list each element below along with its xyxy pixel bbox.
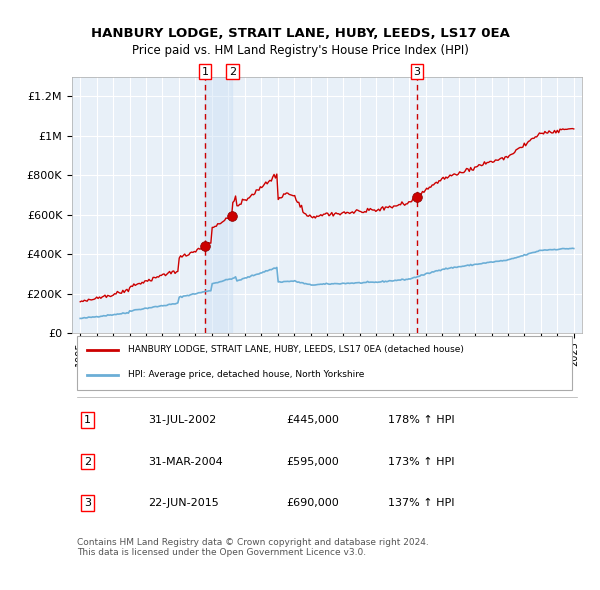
Text: 2: 2 xyxy=(229,67,236,77)
Text: 31-MAR-2004: 31-MAR-2004 xyxy=(149,457,223,467)
Text: HANBURY LODGE, STRAIT LANE, HUBY, LEEDS, LS17 0EA (detached house): HANBURY LODGE, STRAIT LANE, HUBY, LEEDS,… xyxy=(128,346,464,355)
FancyBboxPatch shape xyxy=(77,336,572,389)
Text: 178% ↑ HPI: 178% ↑ HPI xyxy=(388,415,455,425)
Text: 1: 1 xyxy=(202,67,208,77)
Text: 1: 1 xyxy=(84,415,91,425)
Text: 137% ↑ HPI: 137% ↑ HPI xyxy=(388,498,455,508)
Text: 173% ↑ HPI: 173% ↑ HPI xyxy=(388,457,455,467)
Text: 3: 3 xyxy=(84,498,91,508)
Text: 3: 3 xyxy=(413,67,421,77)
Text: £690,000: £690,000 xyxy=(286,498,339,508)
Text: 31-JUL-2002: 31-JUL-2002 xyxy=(149,415,217,425)
Text: 2: 2 xyxy=(84,457,91,467)
Bar xyxy=(205,77,232,333)
Text: HANBURY LODGE, STRAIT LANE, HUBY, LEEDS, LS17 0EA: HANBURY LODGE, STRAIT LANE, HUBY, LEEDS,… xyxy=(91,27,509,40)
Text: 22-JUN-2015: 22-JUN-2015 xyxy=(149,498,219,508)
Text: Price paid vs. HM Land Registry's House Price Index (HPI): Price paid vs. HM Land Registry's House … xyxy=(131,44,469,57)
Text: £445,000: £445,000 xyxy=(286,415,339,425)
Text: Contains HM Land Registry data © Crown copyright and database right 2024.
This d: Contains HM Land Registry data © Crown c… xyxy=(77,538,429,558)
Text: £595,000: £595,000 xyxy=(286,457,339,467)
Text: HPI: Average price, detached house, North Yorkshire: HPI: Average price, detached house, Nort… xyxy=(128,371,364,379)
